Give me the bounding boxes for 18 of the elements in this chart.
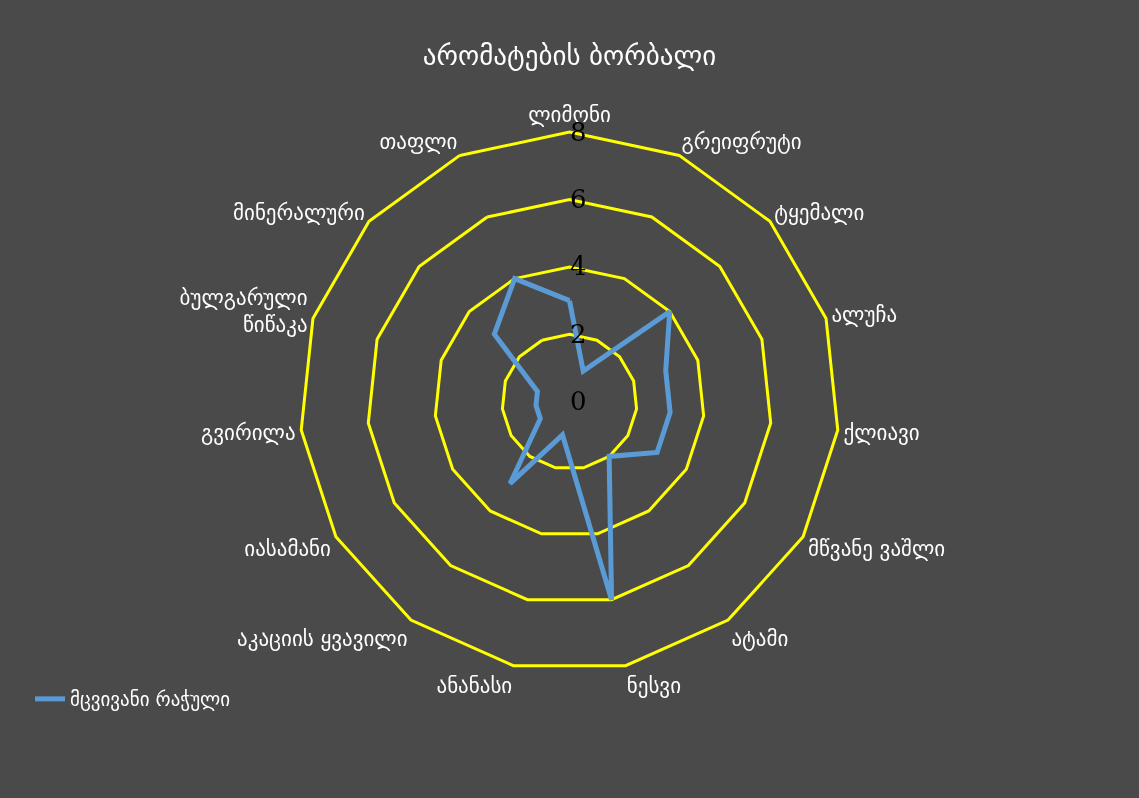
spoke-label: იასამანი: [244, 537, 331, 562]
spoke-label: გრეიფრუტი: [681, 130, 802, 155]
spoke-label: ტყემალი: [774, 201, 865, 226]
y-tick-label: 2: [570, 318, 587, 349]
spoke-label: ქლიავი: [843, 421, 920, 446]
chart-title: არომატების ბორბალი: [422, 40, 717, 72]
spoke-label: აკაციის ყვავილი: [237, 626, 408, 651]
spoke-label: ატამი: [731, 626, 789, 651]
spoke-label: ანანასი: [436, 674, 513, 699]
spoke-label: თაფლი: [379, 130, 458, 155]
spoke-label: მწვანე ვაშლი: [808, 537, 946, 562]
spoke-label: ბულგარული წიწაკა: [179, 285, 308, 337]
legend-label: მცვივანი რაჭული: [70, 688, 231, 712]
spoke-label: ალუჩა: [831, 303, 898, 328]
spoke-label: ნესვი: [626, 674, 682, 699]
spoke-label: მინერალური: [233, 201, 365, 226]
y-tick-label: 0: [570, 386, 587, 417]
spoke-label: გვირილა: [201, 421, 296, 446]
